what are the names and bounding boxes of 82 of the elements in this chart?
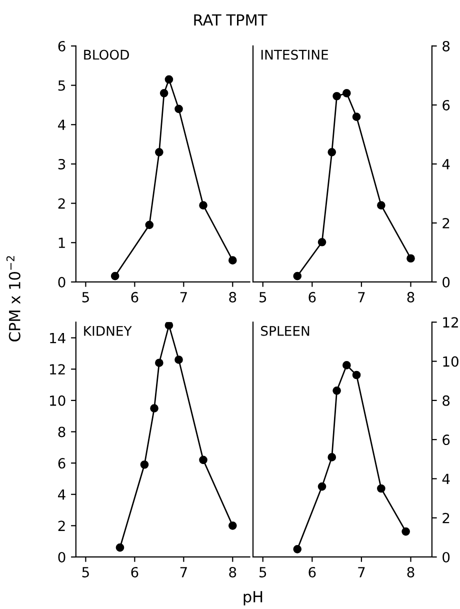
- y2-tick-label: 4: [442, 474, 450, 484]
- x-tick-label: 5: [260, 567, 266, 578]
- x-tick-label: 5: [82, 567, 89, 578]
- y2-tick-label: 2: [442, 512, 450, 524]
- point: [228, 522, 237, 530]
- y-tick-label: 0: [58, 552, 66, 562]
- x-tick-label: 6: [131, 566, 138, 578]
- y-tick-label: 4: [58, 490, 66, 500]
- x-tick-label: 8: [229, 292, 236, 302]
- point: [164, 75, 174, 84]
- point: [318, 482, 326, 491]
- y-tick-label: 4: [58, 120, 66, 130]
- y-tick-label: 2: [58, 198, 65, 209]
- y-tick-label: 10: [50, 395, 66, 406]
- point: [332, 386, 341, 395]
- point: [293, 544, 302, 554]
- x-tick-label: 8: [229, 566, 236, 578]
- y-tick-label: 6: [58, 458, 66, 469]
- point: [328, 453, 336, 462]
- y-tick-label: 0: [58, 276, 66, 288]
- annotation: KIDNEY: [84, 326, 132, 336]
- x-tick-label: 5: [260, 292, 266, 302]
- y2-tick-label: 4: [442, 159, 450, 170]
- point: [199, 456, 208, 464]
- x-axis-title: pH: [244, 591, 262, 606]
- point: [377, 484, 386, 493]
- y2-tick-label: 6: [442, 434, 450, 446]
- point: [155, 358, 164, 368]
- point: [332, 92, 341, 100]
- x-tick-label: 8: [407, 292, 414, 302]
- x-tick-label: 7: [180, 567, 187, 578]
- y-tick-label: 2: [58, 520, 65, 531]
- point: [174, 104, 183, 114]
- point: [110, 272, 120, 280]
- x-tick-label: 7: [358, 567, 365, 578]
- annotation: SPLEEN: [261, 326, 310, 336]
- point: [328, 148, 336, 156]
- y-tick-label: 3: [58, 158, 66, 170]
- point: [145, 220, 154, 230]
- y-axis-title: CPM x 10$^{−2}$: [6, 256, 20, 342]
- y2-tick-label: 12: [443, 317, 458, 328]
- point: [406, 254, 415, 263]
- y-tick-label: 8: [58, 426, 66, 438]
- y2-tick-label: 8: [442, 395, 450, 406]
- y-tick-label: 14: [50, 332, 66, 344]
- point: [164, 322, 174, 330]
- y-tick-label: 6: [58, 40, 66, 52]
- x-tick-label: 7: [180, 292, 187, 302]
- point: [140, 460, 149, 469]
- point: [377, 201, 386, 210]
- point: [228, 256, 237, 264]
- x-tick-label: 6: [308, 566, 316, 578]
- y2-tick-label: 6: [442, 100, 450, 110]
- point: [318, 238, 326, 246]
- point: [342, 89, 351, 98]
- point: [160, 89, 168, 98]
- point: [293, 272, 302, 280]
- point: [174, 356, 183, 364]
- y2-tick-label: 10: [443, 356, 458, 367]
- point: [352, 370, 361, 380]
- x-tick-label: 8: [407, 566, 414, 578]
- point: [402, 527, 410, 536]
- point: [199, 201, 208, 210]
- point: [155, 148, 164, 156]
- point: [342, 361, 351, 370]
- y-tick-label: 5: [58, 80, 65, 91]
- chart-title: RAT TPMT: [194, 14, 268, 26]
- point: [352, 112, 361, 121]
- point: [116, 543, 124, 552]
- y-tick-label: 1: [58, 238, 65, 248]
- x-tick-label: 6: [308, 292, 316, 302]
- y2-tick-label: 0: [442, 552, 450, 562]
- y-tick-label: 12: [50, 364, 65, 374]
- y2-tick-label: 0: [442, 276, 450, 288]
- annotation: BLOOD: [84, 50, 129, 60]
- x-tick-label: 6: [131, 292, 138, 302]
- point: [150, 404, 158, 412]
- y2-tick-label: 8: [442, 40, 450, 52]
- annotation: INTESTINE: [261, 50, 328, 60]
- x-tick-label: 7: [358, 292, 365, 302]
- x-tick-label: 5: [82, 292, 89, 302]
- y2-tick-label: 2: [442, 218, 450, 228]
